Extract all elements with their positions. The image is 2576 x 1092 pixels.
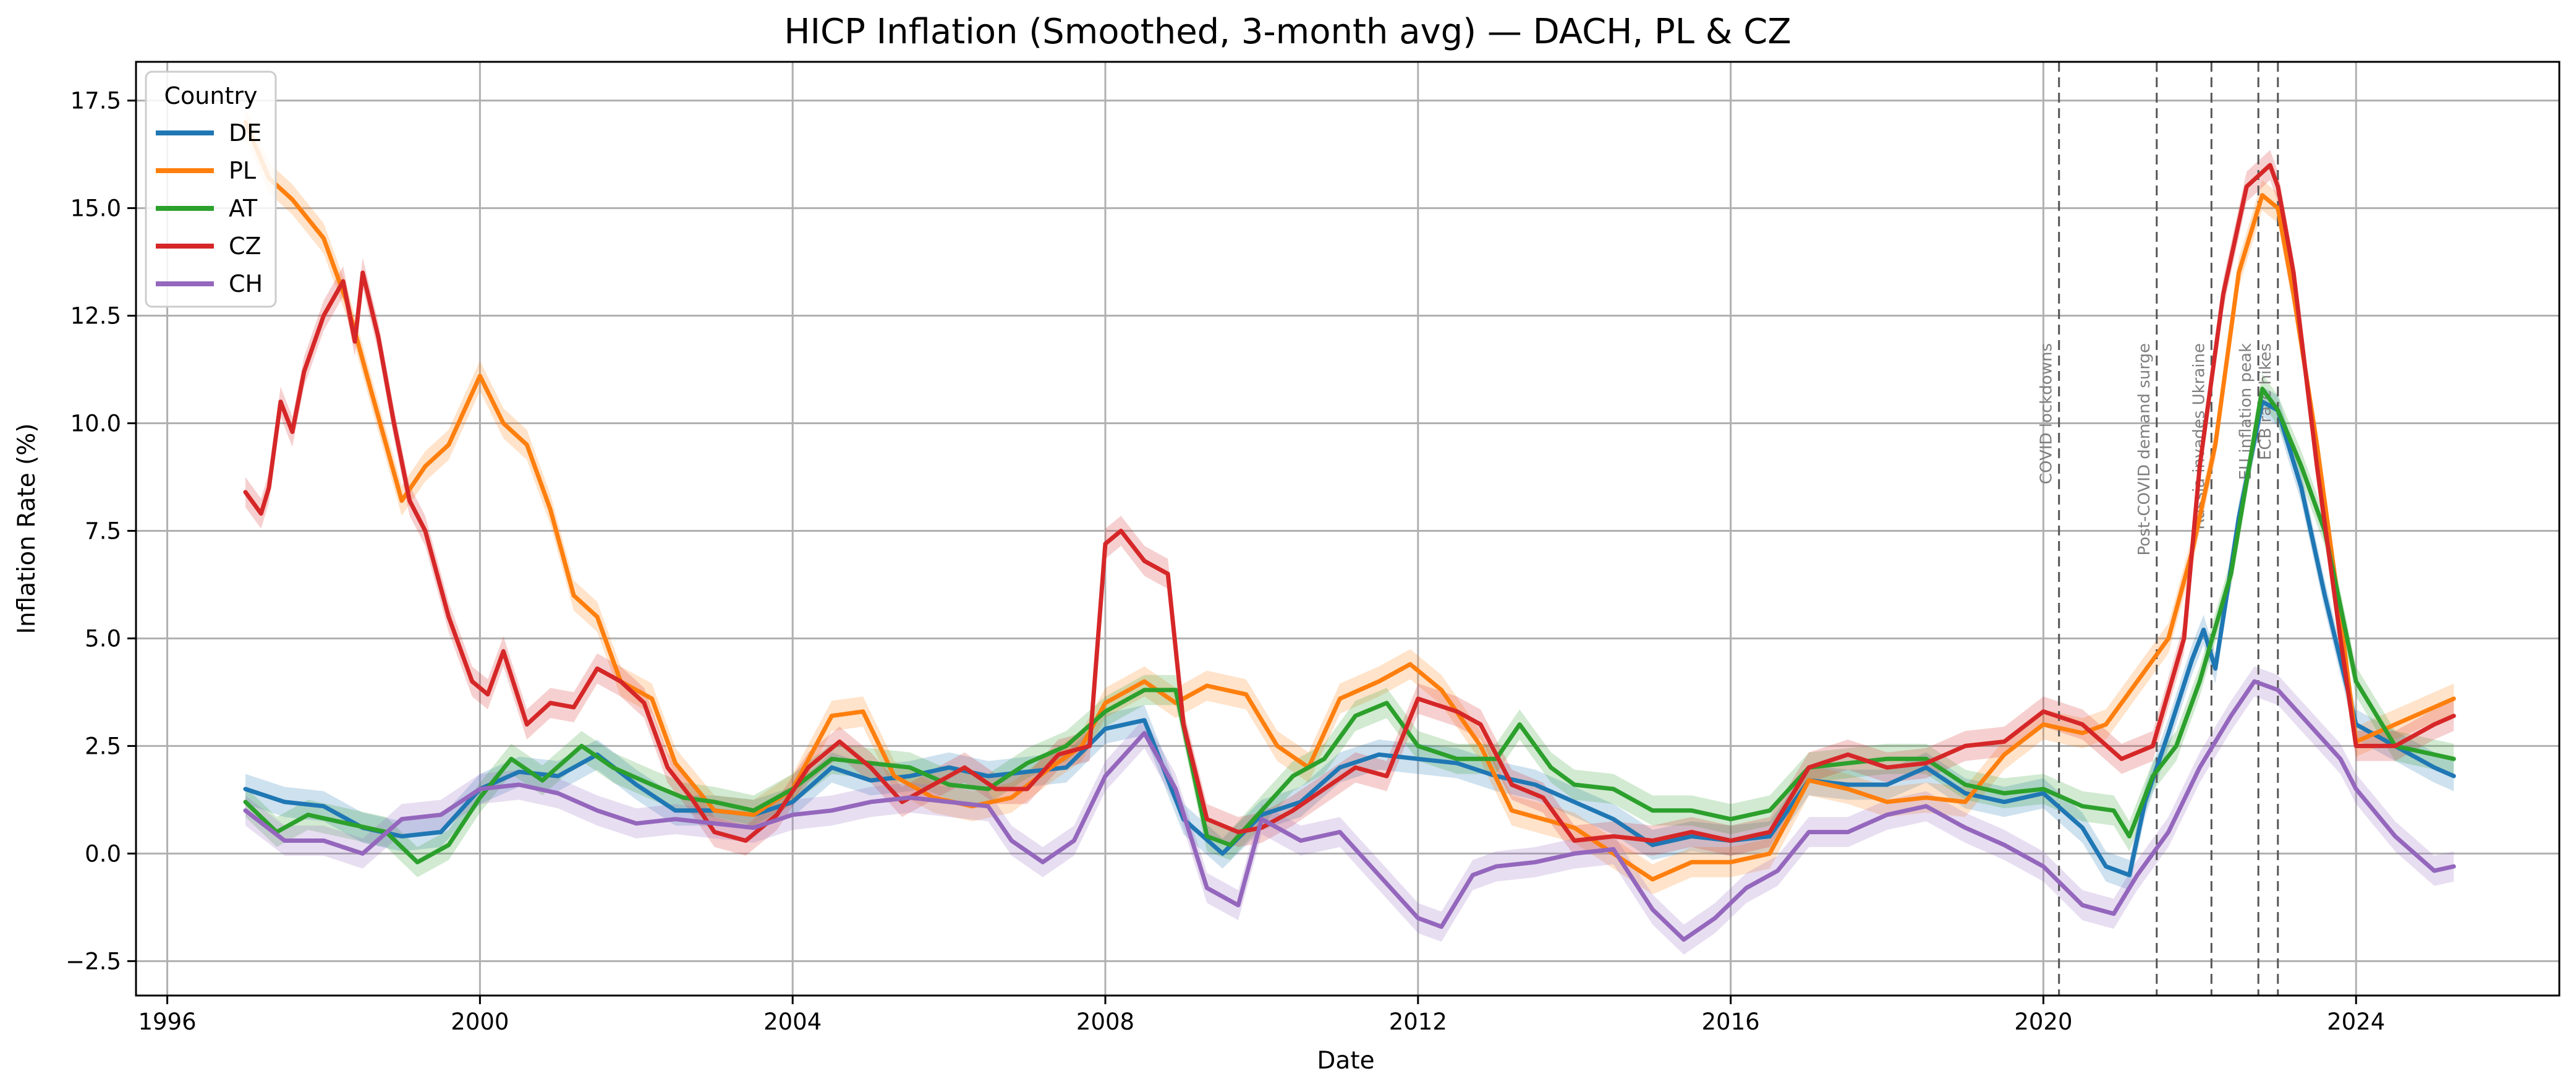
legend-label-de: DE bbox=[229, 119, 261, 147]
legend-title: Country bbox=[164, 82, 258, 109]
series-line-pl bbox=[243, 119, 2456, 882]
legend-label-cz: CZ bbox=[229, 232, 261, 260]
legend-label-pl: PL bbox=[229, 157, 256, 184]
series-line-layer bbox=[243, 119, 2456, 942]
y-tick-label: 7.5 bbox=[85, 518, 121, 544]
x-tick-label: 2020 bbox=[2014, 1009, 2072, 1035]
y-tick-label: 10.0 bbox=[70, 411, 121, 437]
tick-layer: 1996 2000 2004 2008 2012 2016 2020 2024 −2.5 0.0 2… bbox=[66, 88, 2385, 1035]
y-axis-title: Inflation Rate (%) bbox=[13, 423, 41, 634]
y-tick-label: −2.5 bbox=[66, 948, 121, 975]
x-tick-label: 2012 bbox=[1389, 1009, 1447, 1035]
event-marker-layer: COVID lockdowns Post-COVID demand surge Ru… bbox=[2038, 62, 2279, 996]
y-tick-label: 0.0 bbox=[85, 840, 121, 867]
event-label: COVID lockdowns bbox=[2038, 343, 2056, 484]
y-tick-label: 15.0 bbox=[70, 195, 121, 222]
x-tick-label: 2024 bbox=[2327, 1009, 2385, 1035]
x-tick-label: 1996 bbox=[138, 1009, 196, 1035]
legend: Country DE PL AT CZ CH bbox=[145, 70, 277, 308]
chart-title: HICP Inflation (Smoothed, 3-month avg) —… bbox=[784, 12, 1791, 52]
series-line-ch bbox=[243, 679, 2456, 942]
y-tick-label: 2.5 bbox=[85, 733, 121, 759]
x-axis-title: Date bbox=[1317, 1047, 1374, 1075]
x-tick-label: 2004 bbox=[763, 1009, 822, 1035]
y-tick-label: 17.5 bbox=[70, 88, 121, 114]
event-label: Post-COVID demand surge bbox=[2135, 343, 2154, 555]
x-tick-label: 2008 bbox=[1076, 1009, 1134, 1035]
band-at bbox=[245, 373, 2454, 877]
series-line-at bbox=[243, 386, 2456, 864]
y-tick-label: 5.0 bbox=[85, 625, 121, 652]
x-tick-label: 2016 bbox=[1702, 1009, 1760, 1035]
legend-label-at: AT bbox=[229, 195, 258, 222]
legend-label-ch: CH bbox=[229, 270, 263, 297]
series-line-de bbox=[243, 399, 2456, 877]
x-tick-label: 2000 bbox=[451, 1009, 509, 1035]
series-line-cz bbox=[243, 163, 2456, 843]
y-tick-label: 12.5 bbox=[70, 303, 121, 330]
plot-frame bbox=[135, 61, 2561, 997]
